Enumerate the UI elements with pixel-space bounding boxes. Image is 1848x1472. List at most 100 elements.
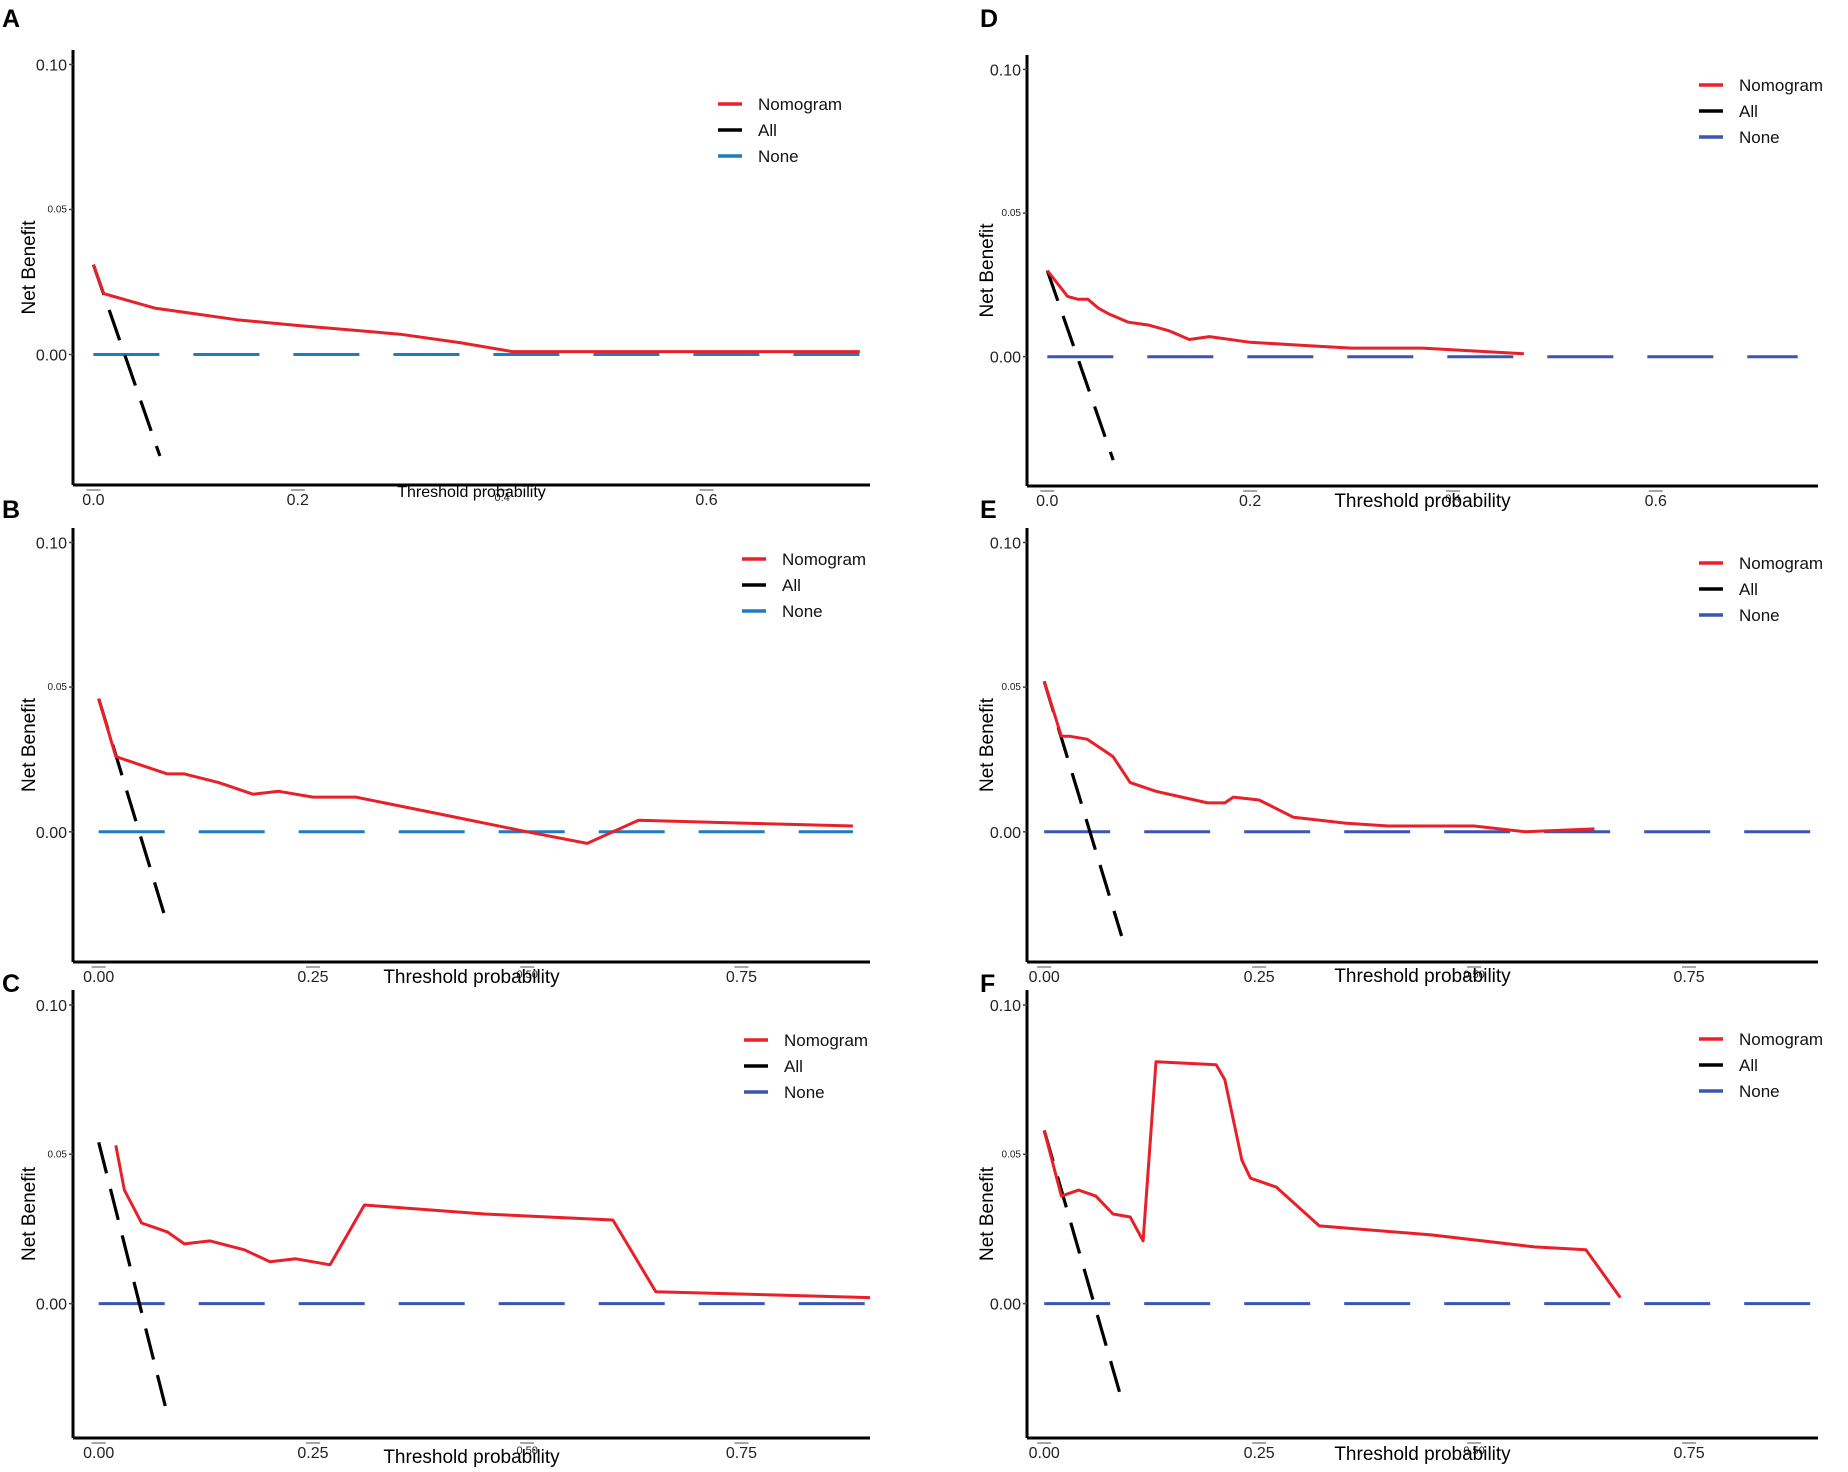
legend-label-nomogram: Nomogram — [758, 95, 842, 114]
series-line-nomogram — [91, 264, 860, 354]
legend-label-all: All — [1739, 580, 1758, 599]
y-tick-label: 0.00 — [36, 1297, 67, 1314]
series-line-all — [97, 698, 169, 925]
panel-c: C 0.10 0.05 0.00 0.00 0.25 0.50 0.75 Threshold p… — [2, 970, 871, 1468]
x-axis-title: Threshold probability — [1334, 966, 1511, 987]
legend: Nomogram All None — [1699, 554, 1823, 625]
y-axis-title: Net Benefit — [977, 697, 998, 792]
legend-label-all: All — [782, 576, 801, 595]
x-axis-title: Threshold probability — [1334, 1444, 1511, 1465]
panel-e: E 0.10 0.05 0.00 0.00 0.25 0.50 0.75 Threshold p… — [977, 496, 1823, 987]
y-tick-label: 0.10 — [990, 998, 1021, 1015]
legend-label-all: All — [1739, 1056, 1758, 1075]
series-line-nomogram — [1042, 1060, 1622, 1299]
legend-label-none: None — [1739, 128, 1780, 147]
y-tick-label: 0.05 — [48, 205, 68, 216]
legend-label-nomogram: Nomogram — [784, 1031, 868, 1050]
x-tick-label: 0.2 — [287, 492, 309, 509]
panel-letter-f: F — [980, 970, 995, 998]
legend-label-none: None — [784, 1083, 825, 1102]
y-tick-label: 0.10 — [990, 535, 1021, 552]
x-tick-label: 0.00 — [83, 969, 114, 986]
x-tick-label: 0.25 — [297, 969, 328, 986]
y-axis-title: Net Benefit — [19, 220, 40, 315]
x-tick-label: 0.75 — [726, 969, 757, 986]
panel-a: A 0.10 0.05 0.00 0.0 0.2 0.4 0.6 Threshold proba… — [2, 5, 870, 509]
series-line-nomogram — [114, 1145, 871, 1300]
series-line-all — [97, 1141, 169, 1415]
x-tick-label: 0.4 — [495, 492, 510, 504]
panel-letter-d: D — [980, 5, 998, 33]
y-tick-label: 0.05 — [1002, 682, 1022, 693]
y-tick-label: 0.00 — [36, 825, 67, 842]
series-line-nomogram — [1042, 680, 1595, 834]
x-tick-label: 0.00 — [1029, 969, 1060, 986]
legend-label-nomogram: Nomogram — [1739, 76, 1823, 95]
y-tick-label: 0.00 — [990, 350, 1021, 367]
legend: Nomogram All None — [1699, 1030, 1823, 1101]
series-line-nomogram — [1046, 269, 1524, 356]
legend-label-none: None — [1739, 1082, 1780, 1101]
legend-label-all: All — [758, 121, 777, 140]
x-tick-label: 0.00 — [1029, 1445, 1060, 1462]
series-line-all — [1045, 269, 1115, 461]
y-tick-label: 0.05 — [1002, 208, 1022, 219]
panel-f: F0.10 0.05 0.00 0.00 0.25 0.50 0.75 Threshold p… — [977, 970, 1823, 1465]
y-tick-label: 0.05 — [48, 682, 68, 693]
y-tick-label: 0.10 — [36, 535, 67, 552]
panel-letter-c: C — [2, 970, 20, 998]
y-tick-label: 0.00 — [36, 348, 67, 365]
x-tick-label: 0.0 — [82, 492, 104, 509]
y-tick-label: 0.10 — [36, 998, 67, 1015]
y-tick-label: 0.10 — [36, 58, 67, 75]
legend: Nomogram All None — [718, 95, 842, 166]
x-tick-label: 0.75 — [726, 1445, 757, 1462]
y-tick-label: 0.05 — [48, 1149, 68, 1160]
x-tick-label: 0.50 — [1463, 969, 1484, 981]
x-axis-title: Threshold probability — [383, 1447, 560, 1468]
legend: Nomogram All None — [742, 550, 866, 621]
x-axis-title: Threshold probability — [1334, 491, 1511, 512]
legend-label-none: None — [758, 147, 799, 166]
y-tick-label: 0.10 — [990, 62, 1021, 79]
x-tick-label: 0.75 — [1673, 1445, 1704, 1462]
x-tick-label: 0.0 — [1036, 493, 1058, 510]
x-tick-label: 0.25 — [297, 1445, 328, 1462]
legend-label-none: None — [1739, 606, 1780, 625]
legend-label-all: All — [1739, 102, 1758, 121]
legend-label-none: None — [782, 602, 823, 621]
panel-b: B 0.10 0.05 0.00 0.00 0.25 0.50 0.75 Threshold p… — [2, 496, 870, 988]
panel-d: D 0.10 0.05 0.00 0.0 0.2 0.4 0.6 Threshold proba… — [977, 5, 1823, 512]
x-tick-label: 0.25 — [1244, 1445, 1275, 1462]
series-line-all — [91, 264, 162, 457]
y-axis-title: Net Benefit — [977, 223, 998, 318]
x-tick-label: 0.00 — [83, 1445, 114, 1462]
legend-label-nomogram: Nomogram — [1739, 554, 1823, 573]
x-tick-label: 0.6 — [1645, 493, 1667, 510]
y-axis-title: Net Benefit — [19, 697, 40, 792]
y-tick-label: 0.00 — [990, 825, 1021, 842]
legend-label-all: All — [784, 1057, 803, 1076]
legend-label-nomogram: Nomogram — [782, 550, 866, 569]
y-axis-title: Net Benefit — [977, 1166, 998, 1261]
series-line-all — [1042, 680, 1124, 937]
x-tick-label: 0.50 — [516, 1445, 537, 1457]
x-tick-label: 0.25 — [1244, 969, 1275, 986]
x-axis-title: Threshold probability — [383, 967, 560, 988]
y-tick-label: 0.00 — [990, 1297, 1021, 1314]
legend: Nomogram All None — [1699, 76, 1823, 147]
series-line-nomogram — [97, 698, 853, 845]
x-axis-title: Threshold probability — [397, 484, 546, 501]
panel-letter-a: A — [2, 5, 20, 33]
x-tick-label: 0.6 — [695, 492, 717, 509]
y-axis-title: Net Benefit — [19, 1166, 40, 1261]
panel-letter-b: B — [2, 496, 20, 524]
legend: Nomogram All None — [744, 1031, 868, 1102]
panel-letter-e: E — [980, 496, 997, 524]
x-tick-label: 0.2 — [1239, 493, 1261, 510]
y-tick-label: 0.05 — [1002, 1149, 1022, 1160]
x-tick-label: 0.50 — [516, 969, 537, 981]
x-tick-label: 0.75 — [1673, 969, 1704, 986]
x-tick-label: 0.50 — [1463, 1445, 1484, 1457]
